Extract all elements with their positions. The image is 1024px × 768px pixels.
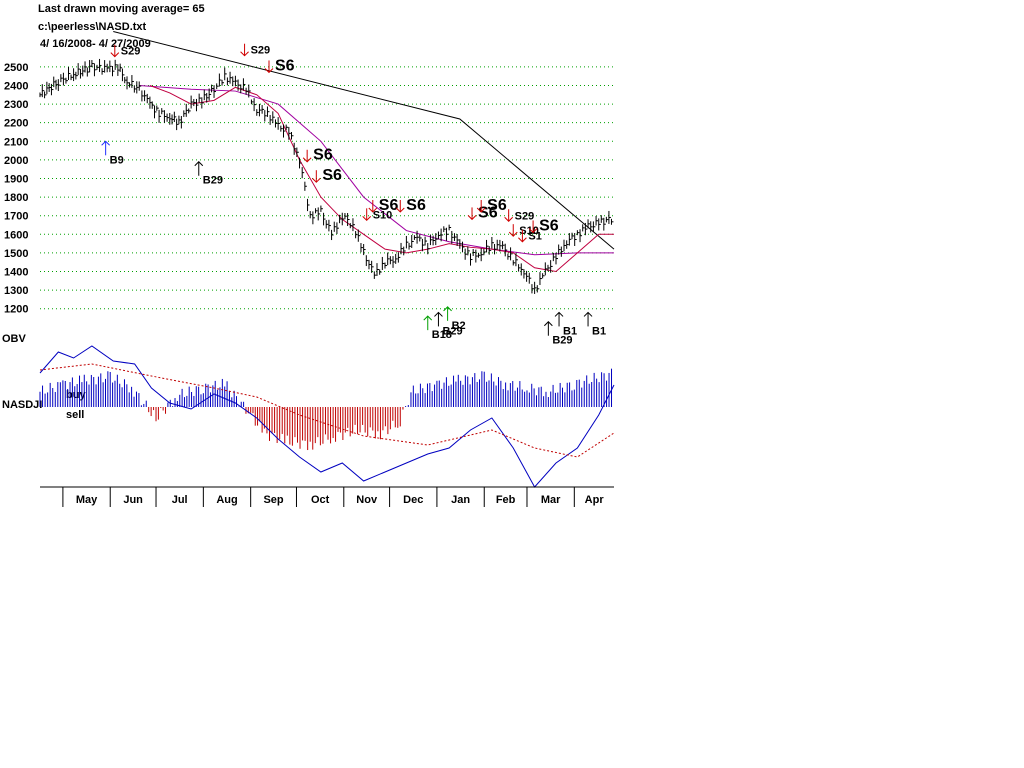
y-tick-label: 2100 [4,136,28,148]
signal-label: S6 [322,167,342,184]
signal-label: B9 [110,154,124,166]
y-tick-label: 1400 [4,266,28,278]
y-tick-label: 1300 [4,285,28,297]
x-tick-label: Nov [356,494,378,506]
signal-arrow-head [368,207,378,213]
signal-label: S6 [275,57,295,74]
file-path: c:\peerless\NASD.txt [38,21,147,33]
x-axis: May Jun Jul Aug Sep Oct Nov Dec Jan Feb Mar Apr [40,486,614,507]
x-tick-label: Oct [311,494,330,506]
y-tick-label: 1900 [4,173,28,185]
signal-arrow-head [544,321,553,327]
moving-average-long [139,84,614,256]
y-tick-label: 2000 [4,155,28,167]
signal-label: S6 [406,197,426,214]
x-tick-label: Feb [496,494,516,506]
x-tick-label: Apr [585,494,605,506]
y-tick-label: 2300 [4,99,28,111]
x-tick-label: May [76,494,98,506]
signal-label: S10 [373,209,393,221]
signal-label: S6 [478,204,498,221]
signal-arrow-head [101,140,110,146]
signal-label: S6 [313,147,333,164]
x-tick-label: Jun [123,494,143,506]
y-tick-label: 2500 [4,62,28,74]
signal-label: B1 [592,325,606,337]
signal-arrow-head [518,237,527,243]
signal-arrow-head [434,311,443,317]
y-tick-label: 1200 [4,304,28,316]
signal-label: S6 [487,197,507,214]
ma-short-path [149,85,614,273]
signal-arrow-head [264,68,274,74]
nasdji-histogram [39,368,613,451]
nasdji-label: NASDJI [2,399,42,411]
signal-label: S10 [519,225,539,237]
y-tick-label: 2200 [4,118,28,130]
signal-label: S29 [251,45,271,57]
x-tick-label: Mar [541,494,561,506]
x-tick-label: Jul [172,494,188,506]
signal-label: S29 [121,46,141,58]
signal-label: B29 [552,335,572,347]
sell-label: sell [66,409,84,421]
signal-arrow-head [362,215,372,222]
x-tick-label: Dec [403,494,423,506]
signal-label: B29 [203,175,223,187]
trendline [113,31,615,250]
x-tick-label: Aug [216,494,237,506]
signal-arrow-head [476,207,486,213]
buy-label: buy [66,389,86,401]
signal-arrow-head [110,52,120,58]
signal-label: B18 [432,329,452,341]
signal-arrow-head [240,51,249,57]
signal-arrow-head [302,157,312,163]
signal-label: B29 [442,325,462,337]
signal-arrow-head [508,231,518,237]
signal-arrow-head [583,311,593,317]
signal-label: S29 [515,210,535,222]
y-tick-label: 1500 [4,248,28,260]
signal-arrow-head [443,306,452,312]
ma-long-path [139,84,614,256]
signal-label: B1 [563,325,577,337]
signal-arrow-head [528,228,538,234]
x-tick-label: Jan [451,494,470,506]
date-range: 4/ 16/2008- 4/ 27/2009 [40,38,151,50]
price-bars [39,58,614,294]
obv-path [39,345,615,488]
obv-signal-path [39,363,615,458]
signal-arrow-head [504,216,514,222]
y-axis: 1200 1300 1400 1500 1600 1700 1800 1900 2000 2100… [4,62,28,316]
signal-arrow-head [311,177,321,183]
title-moving-average: Last drawn moving average= 65 [38,3,205,15]
y-tick-label: 1600 [4,229,28,241]
signal-label: S6 [379,197,399,214]
y-tick-label: 1700 [4,211,28,223]
signal-arrow-head [554,311,564,317]
signal-arrow-head [194,161,204,167]
obv-line [39,345,615,488]
grid-lines [40,66,614,310]
signal-arrow-head [467,215,477,221]
signal-arrow-head [395,207,405,213]
trendline-path [113,31,615,250]
y-tick-label: 1800 [4,192,28,204]
signal-label: S6 [539,217,559,234]
x-tick-label: Sep [263,494,283,506]
signal-arrow-head [423,315,433,321]
signal-label: S1 [528,231,541,243]
moving-average-short [149,85,614,273]
y-tick-label: 2400 [4,80,28,92]
signal-label: B2 [452,320,466,332]
obv-label: OBV [2,333,27,345]
